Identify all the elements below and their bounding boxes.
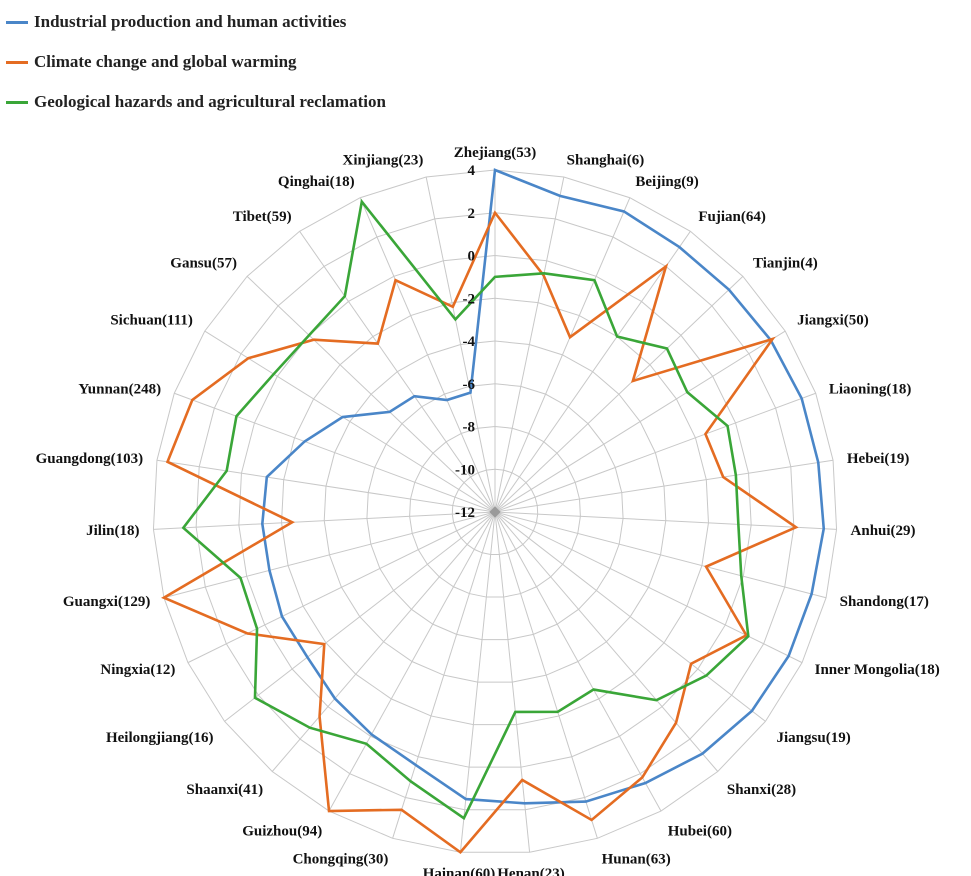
series-line-0: [261, 168, 826, 805]
legend-item-geological: Geological hazards and agricultural recl…: [6, 82, 386, 122]
category-label: Liaoning(18): [829, 381, 912, 397]
category-label: Hainan(60): [423, 866, 496, 876]
ring--4: [323, 340, 667, 683]
tick-label: -12: [455, 505, 475, 521]
tick-label: -6: [463, 377, 476, 393]
tick-label: 4: [468, 163, 476, 179]
ring--6: [366, 383, 624, 641]
ring--8: [409, 425, 581, 598]
ring-0: [238, 254, 752, 768]
category-labels: Zhejiang(53) Shanghai(6) Beijing(9) Fujian(…: [36, 145, 940, 876]
category-label: Beijing(9): [635, 174, 698, 190]
category-label: Heilongjiang(16): [106, 730, 214, 746]
legend-label-climate: Climate change and global warming: [34, 52, 297, 71]
legend-item-climate: Climate change and global warming: [6, 42, 386, 82]
category-label: Tianjin(4): [753, 256, 818, 272]
category-label: Guangxi(129): [63, 594, 151, 610]
series-line-2: [181, 198, 750, 821]
series-line-1: [161, 210, 799, 855]
radar-series: [161, 168, 826, 855]
category-label: Shaanxi(41): [186, 782, 263, 798]
legend-label-geological: Geological hazards and agricultural recl…: [34, 92, 386, 111]
tick-label: 0: [468, 249, 476, 265]
category-label: Fujian(64): [698, 209, 766, 225]
tick-label: -10: [455, 462, 475, 478]
tick-label: -4: [463, 334, 476, 350]
ring-4: [152, 169, 838, 853]
category-label: Jiangxi(50): [797, 313, 869, 329]
radar-rings: [152, 169, 838, 853]
category-label: Hubei(60): [668, 823, 732, 839]
legend-swatch-industrial: [6, 20, 28, 24]
ring-2: [195, 212, 795, 811]
legend-item-industrial: Industrial production and human activiti…: [6, 2, 386, 42]
legend-swatch-climate: [6, 60, 28, 64]
tick-label: 2: [468, 206, 476, 222]
category-label: Shanghai(6): [567, 152, 645, 168]
category-label: Chongqing(30): [293, 852, 389, 868]
radial-tick-labels: 4 2 0 -2 -4 -6 -8 -10 -12: [455, 163, 476, 521]
category-label: Gansu(57): [170, 256, 237, 272]
category-label: Anhui(29): [851, 523, 916, 539]
category-label: Guizhou(94): [242, 823, 322, 839]
category-label: Ningxia(12): [100, 662, 175, 678]
category-label: Shanxi(28): [727, 782, 796, 798]
category-label: Shandong(17): [840, 594, 929, 610]
category-label: Qinghai(18): [278, 174, 355, 190]
category-label: Henan(23): [497, 866, 565, 876]
center-marker: [489, 506, 501, 518]
category-label: Inner Mongolia(18): [815, 662, 940, 678]
legend-swatch-geological: [6, 100, 28, 104]
category-label: Tibet(59): [233, 209, 292, 225]
category-label: Yunnan(248): [78, 381, 161, 397]
category-label: Guangdong(103): [36, 451, 144, 467]
ring--10: [451, 468, 539, 556]
category-label: Hunan(63): [602, 852, 671, 868]
category-label: Zhejiang(53): [454, 145, 537, 161]
category-label: Xinjiang(23): [342, 152, 423, 168]
legend-label-industrial: Industrial production and human activiti…: [34, 12, 347, 31]
category-label: Sichuan(111): [110, 313, 193, 329]
tick-label: -8: [463, 420, 476, 436]
legend: Industrial production and human activiti…: [6, 2, 386, 122]
category-label: Jiangsu(19): [777, 730, 851, 746]
ring--2: [281, 297, 709, 726]
category-label: Jilin(18): [86, 523, 139, 539]
category-label: Hebei(19): [847, 451, 909, 467]
tick-label: -2: [463, 291, 476, 307]
